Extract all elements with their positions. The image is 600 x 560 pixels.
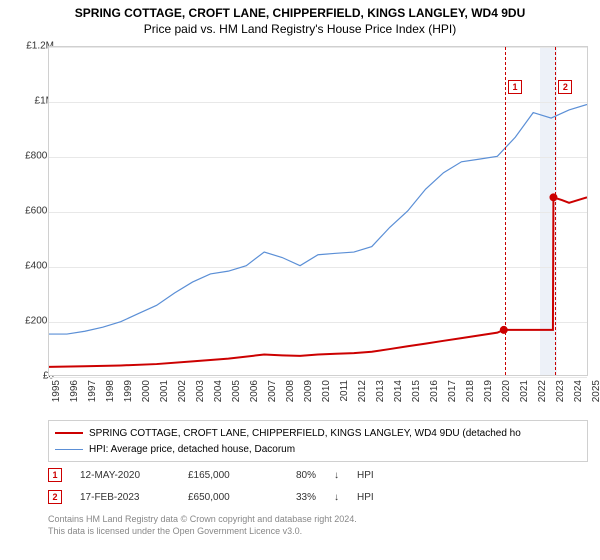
marker-label-box: 2 <box>558 80 572 94</box>
annotation-price: £650,000 <box>188 492 278 503</box>
annotation-pct: 33% <box>296 492 316 503</box>
x-tick-label: 2019 <box>483 380 494 402</box>
x-tick-label: 2023 <box>555 380 566 402</box>
x-tick-label: 2015 <box>411 380 422 402</box>
marker-label-box: 1 <box>508 80 522 94</box>
gridline <box>49 377 587 378</box>
legend-row: SPRING COTTAGE, CROFT LANE, CHIPPERFIELD… <box>55 425 581 441</box>
annotation-marker-2: 2 <box>48 490 62 504</box>
x-tick-label: 1995 <box>51 380 62 402</box>
annotation-pct: 80% <box>296 470 316 481</box>
x-tick-label: 1998 <box>105 380 116 402</box>
annotation-date: 12-MAY-2020 <box>80 470 170 481</box>
x-tick-label: 2004 <box>213 380 224 402</box>
footer-line-2: This data is licensed under the Open Gov… <box>48 526 588 538</box>
marker-vline <box>555 47 556 375</box>
chart-plot-area: 12 <box>48 46 588 376</box>
legend-label-series-2: HPI: Average price, detached house, Daco… <box>89 444 295 455</box>
x-tick-label: 2018 <box>465 380 476 402</box>
footer-attribution: Contains HM Land Registry data © Crown c… <box>48 514 588 537</box>
annotation-row: 1 12-MAY-2020 £165,000 80% ↓ HPI <box>48 464 588 486</box>
x-tick-label: 2024 <box>573 380 584 402</box>
chart-container: SPRING COTTAGE, CROFT LANE, CHIPPERFIELD… <box>0 0 600 560</box>
x-tick-label: 2001 <box>159 380 170 402</box>
x-tick-label: 2006 <box>249 380 260 402</box>
annotation-date: 17-FEB-2023 <box>80 492 170 503</box>
legend-swatch-series-2 <box>55 449 83 450</box>
x-tick-label: 1999 <box>123 380 134 402</box>
x-tick-label: 2014 <box>393 380 404 402</box>
annotation-price: £165,000 <box>188 470 278 481</box>
x-tick-label: 2007 <box>267 380 278 402</box>
arrow-down-icon: ↓ <box>334 492 339 503</box>
marker-dot <box>500 326 508 334</box>
annotation-ref: HPI <box>357 492 374 503</box>
marker-vline <box>505 47 506 375</box>
annotation-ref: HPI <box>357 470 374 481</box>
legend-swatch-series-1 <box>55 432 83 434</box>
x-tick-label: 2011 <box>339 380 350 402</box>
x-tick-label: 2020 <box>501 380 512 402</box>
x-tick-label: 2005 <box>231 380 242 402</box>
annotation-row: 2 17-FEB-2023 £650,000 33% ↓ HPI <box>48 486 588 508</box>
x-tick-label: 2009 <box>303 380 314 402</box>
arrow-down-icon: ↓ <box>334 470 339 481</box>
x-tick-label: 2017 <box>447 380 458 402</box>
title-block: SPRING COTTAGE, CROFT LANE, CHIPPERFIELD… <box>0 0 600 40</box>
x-tick-label: 2013 <box>375 380 386 402</box>
annotation-table: 1 12-MAY-2020 £165,000 80% ↓ HPI 2 17-FE… <box>48 464 588 508</box>
x-tick-label: 2025 <box>591 380 600 402</box>
legend-row: HPI: Average price, detached house, Daco… <box>55 441 581 457</box>
x-tick-label: 2003 <box>195 380 206 402</box>
x-tick-label: 2016 <box>429 380 440 402</box>
x-tick-label: 1996 <box>69 380 80 402</box>
x-tick-label: 2000 <box>141 380 152 402</box>
x-tick-label: 2022 <box>537 380 548 402</box>
footer-line-1: Contains HM Land Registry data © Crown c… <box>48 514 588 526</box>
x-tick-label: 2021 <box>519 380 530 402</box>
title-subtitle: Price paid vs. HM Land Registry's House … <box>10 22 590 36</box>
x-tick-label: 2010 <box>321 380 332 402</box>
x-tick-label: 2002 <box>177 380 188 402</box>
legend-label-series-1: SPRING COTTAGE, CROFT LANE, CHIPPERFIELD… <box>89 428 521 439</box>
x-tick-label: 2012 <box>357 380 368 402</box>
title-address: SPRING COTTAGE, CROFT LANE, CHIPPERFIELD… <box>10 6 590 20</box>
x-tick-label: 2008 <box>285 380 296 402</box>
legend-box: SPRING COTTAGE, CROFT LANE, CHIPPERFIELD… <box>48 420 588 462</box>
annotation-marker-1: 1 <box>48 468 62 482</box>
x-tick-label: 1997 <box>87 380 98 402</box>
